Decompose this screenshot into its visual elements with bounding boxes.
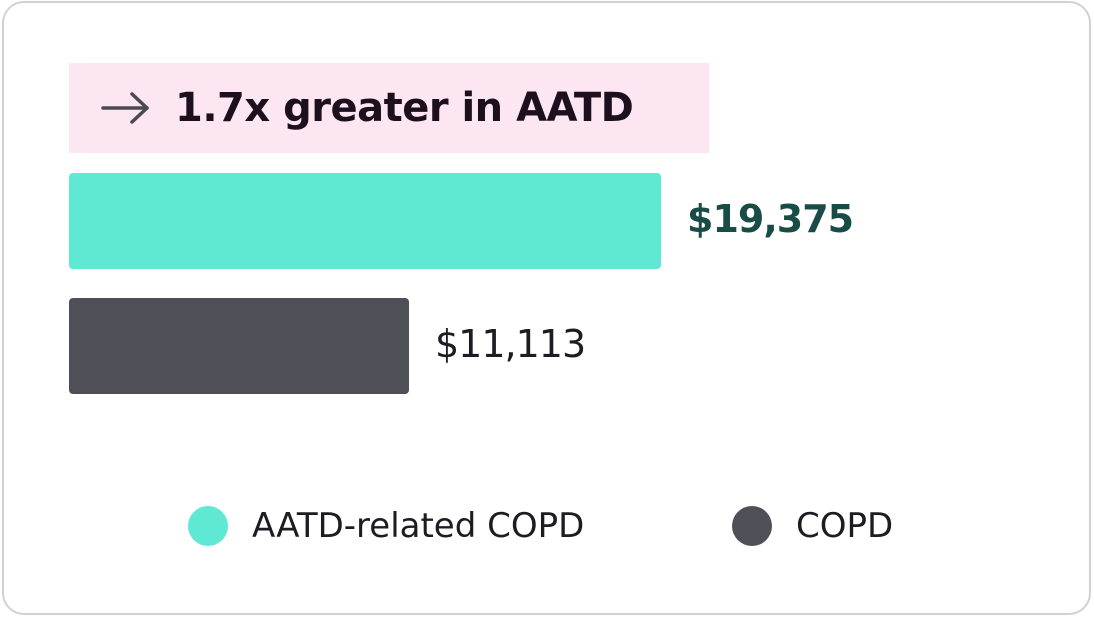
- bar-copd: [69, 298, 409, 394]
- legend-item-copd: COPD: [732, 504, 893, 548]
- comparison-callout: 1.7x greater in AATD: [69, 63, 709, 153]
- legend-swatch-copd: [732, 506, 772, 546]
- bar-value-label-aatd-related-copd: $19,375: [687, 197, 854, 241]
- bar-value-label-copd: $11,113: [435, 322, 586, 366]
- legend-label-copd: COPD: [796, 506, 894, 546]
- arrow-right-icon: [101, 92, 149, 124]
- legend-item-aatd-related-copd: AATD-related COPD: [188, 504, 584, 548]
- callout-text: 1.7x greater in AATD: [175, 85, 634, 131]
- legend-label-aatd-related-copd: AATD-related COPD: [252, 506, 585, 546]
- bar-aatd-related-copd: [69, 173, 661, 269]
- legend-swatch-aatd-related-copd: [188, 506, 228, 546]
